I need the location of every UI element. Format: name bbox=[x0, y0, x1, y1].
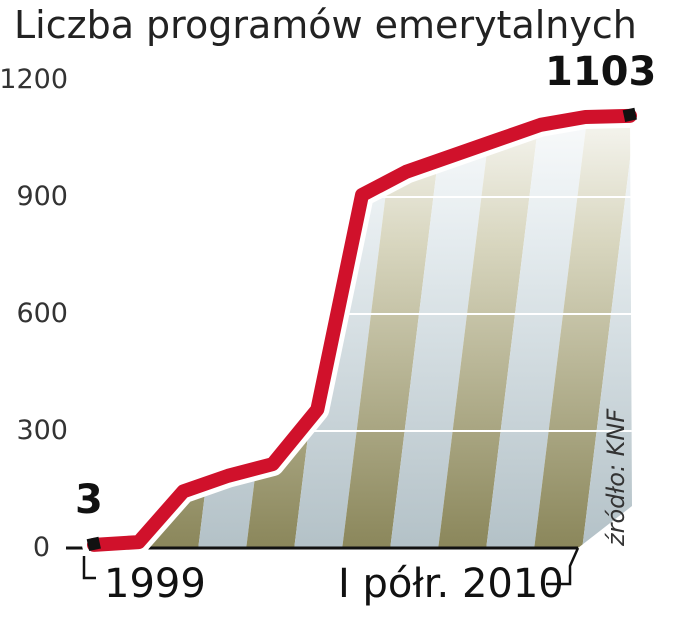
area-stripe bbox=[630, 115, 632, 548]
y-tick-label: 600 bbox=[16, 298, 68, 329]
y-tick-label: 1200 bbox=[0, 64, 68, 95]
x-tick-label-first: 1999 bbox=[104, 561, 206, 607]
x-tick-label-last: I półr. 2010 bbox=[338, 561, 564, 607]
source-label: źródło: KNF bbox=[602, 408, 630, 547]
x-bracket-left bbox=[82, 556, 96, 580]
y-axis-ticks: 0 300 600 900 1200 bbox=[0, 64, 68, 563]
last-point-marker bbox=[622, 107, 637, 122]
y-tick-label: 300 bbox=[16, 415, 68, 446]
y-tick-label: 0 bbox=[33, 532, 50, 563]
y-tick-label: 900 bbox=[16, 181, 68, 212]
first-point-label: 3 bbox=[75, 477, 103, 523]
chart-title: Liczba programów emerytalnych bbox=[14, 3, 637, 47]
x-bracket-right bbox=[546, 547, 580, 586]
end-markers bbox=[86, 107, 637, 551]
area-stripe bbox=[678, 78, 687, 550]
first-point-marker bbox=[86, 536, 101, 551]
last-point-label: 1103 bbox=[545, 49, 656, 95]
